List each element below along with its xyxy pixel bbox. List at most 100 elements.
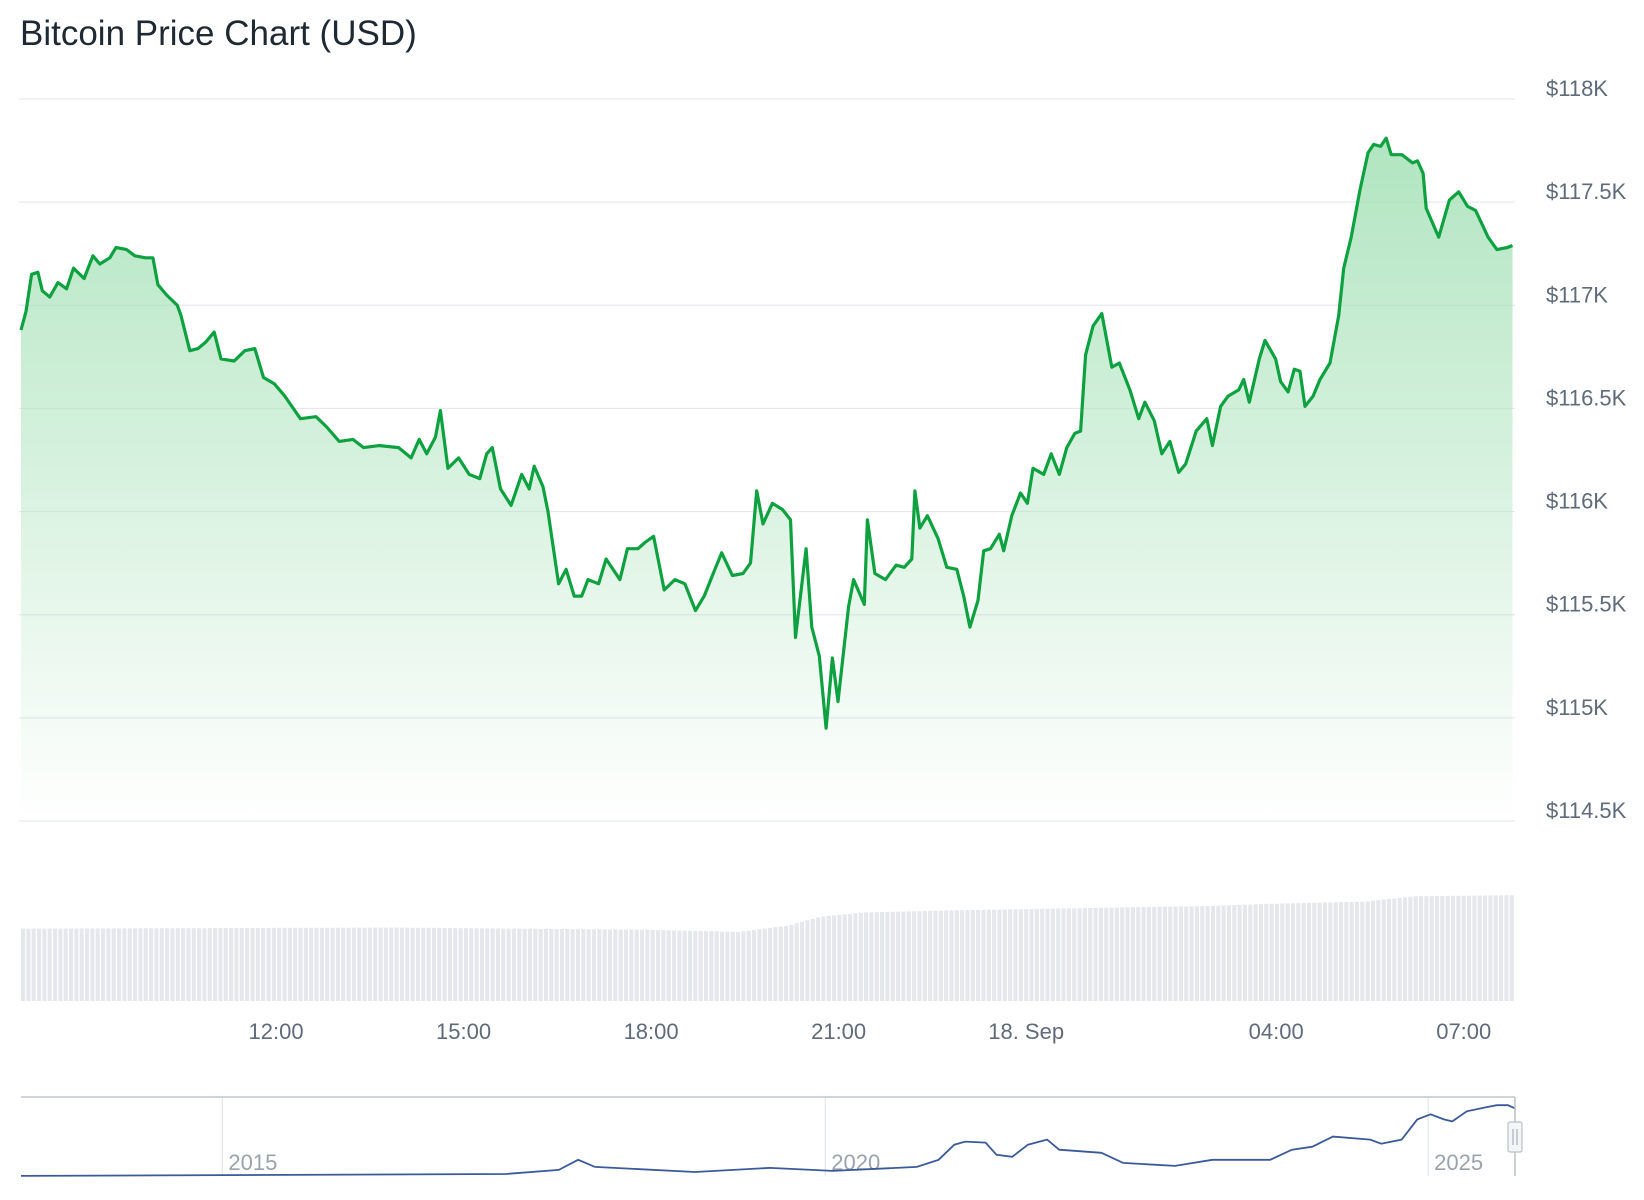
volume-bar (1056, 908, 1061, 1001)
volume-bar (789, 924, 794, 1001)
volume-bar (287, 927, 292, 1001)
volume-bar (549, 928, 554, 1001)
volume-bar (314, 927, 319, 1001)
volume-bar (1354, 901, 1360, 1001)
volume-bar (842, 914, 847, 1001)
volume-bar (960, 910, 965, 1001)
volume-bar (1018, 909, 1023, 1001)
volume-bar (1317, 902, 1322, 1001)
volume-bar (805, 920, 810, 1001)
volume-bar (1184, 906, 1189, 1001)
volume-bar (1445, 895, 1450, 1001)
volume-bar (234, 928, 239, 1001)
volume-bar (816, 917, 821, 1001)
x-tick-label: 15:00 (436, 1019, 491, 1044)
volume-bar (389, 927, 394, 1001)
volume-bar (298, 927, 303, 1001)
volume-bar (1349, 901, 1354, 1001)
volume-bar (1093, 907, 1098, 1001)
volume-bar (618, 929, 623, 1001)
volume-bar (554, 928, 559, 1001)
y-tick-label: $115.5K (1546, 592, 1627, 617)
volume-bar (330, 927, 335, 1001)
volume-bar (1322, 902, 1328, 1001)
x-axis-labels: 12:00 15:00 18:00 21:00 18. Sep 04:00 07:00 (249, 1019, 1492, 1044)
volume-bar (453, 928, 458, 1001)
volume-bar (890, 911, 895, 1001)
volume-bar (373, 927, 378, 1001)
volume-bar (773, 927, 778, 1001)
volume-bar (832, 915, 837, 1001)
volume-bar (703, 931, 709, 1001)
volume-bar (1296, 903, 1301, 1001)
price-line (19, 136, 1514, 730)
volume-bar (63, 928, 68, 1001)
volume-bar (250, 927, 255, 1001)
volume-bar (218, 928, 223, 1001)
volume-bar (90, 928, 95, 1001)
volume-bar (362, 927, 367, 1001)
volume-bar (581, 929, 586, 1001)
volume-bar (223, 928, 228, 1001)
volume-bar (69, 928, 74, 1001)
volume-bar (1077, 908, 1082, 1001)
volume-bar (1477, 895, 1482, 1001)
volume-bar (143, 928, 148, 1001)
volume-bar (741, 931, 746, 1001)
volume-bar (725, 931, 730, 1001)
volume-bar (405, 927, 410, 1001)
volume-bar (469, 928, 474, 1001)
volume-bar (1082, 908, 1087, 1001)
volume-bar (538, 928, 543, 1001)
volume-bar (431, 927, 436, 1001)
volume-bar (1370, 900, 1376, 1001)
volume-bar (1109, 907, 1114, 1001)
volume-bar (1264, 903, 1269, 1001)
volume-bar (917, 911, 922, 1001)
volume-bar (21, 928, 26, 1001)
volume-bar (26, 928, 31, 1001)
volume-bar (981, 909, 986, 1001)
volume-bar (880, 912, 885, 1001)
volume-bar (399, 927, 404, 1001)
volume-bar (1146, 906, 1151, 1001)
volume-bar (447, 928, 452, 1001)
volume-bar (682, 930, 687, 1001)
volume-bar (527, 928, 533, 1001)
volume-bar (1418, 896, 1424, 1001)
volume-bar (1280, 903, 1285, 1001)
volume-bar (1120, 907, 1125, 1001)
volume-bar (778, 926, 783, 1001)
navigator-handle[interactable] (1507, 1121, 1523, 1153)
volume-bar (1098, 907, 1103, 1001)
volume-bar (655, 930, 661, 1001)
volume-bar (1376, 900, 1381, 1001)
volume-bar (602, 929, 607, 1001)
volume-bar (159, 928, 164, 1001)
volume-bar (335, 927, 340, 1001)
volume-bar (629, 929, 634, 1001)
volume-bar (591, 929, 597, 1001)
volume-bar (837, 914, 842, 1001)
y-tick-label: $115K (1546, 695, 1608, 720)
volume-bar (495, 928, 501, 1001)
volume-bar (794, 923, 799, 1001)
volume-bar (709, 931, 714, 1001)
volume-bar (122, 928, 127, 1001)
volume-bar (1205, 905, 1210, 1001)
volume-bar (1066, 908, 1071, 1001)
volume-bar (506, 928, 511, 1001)
volume-bar (784, 925, 789, 1001)
navigator[interactable]: 2015 2020 2025 (20, 1096, 1523, 1177)
volume-bar (559, 928, 565, 1001)
volume-bar (106, 928, 111, 1001)
y-tick-label: $116K (1546, 489, 1608, 514)
volume-bar (810, 918, 815, 1001)
volume-bar (282, 927, 287, 1001)
volume-bar (1008, 909, 1013, 1001)
y-tick-label: $116.5K (1546, 385, 1627, 410)
volume-bar (1402, 897, 1408, 1001)
volume-bar (1450, 895, 1456, 1001)
y-tick-label: $114.5K (1546, 798, 1627, 823)
volume-bar (906, 911, 911, 1001)
